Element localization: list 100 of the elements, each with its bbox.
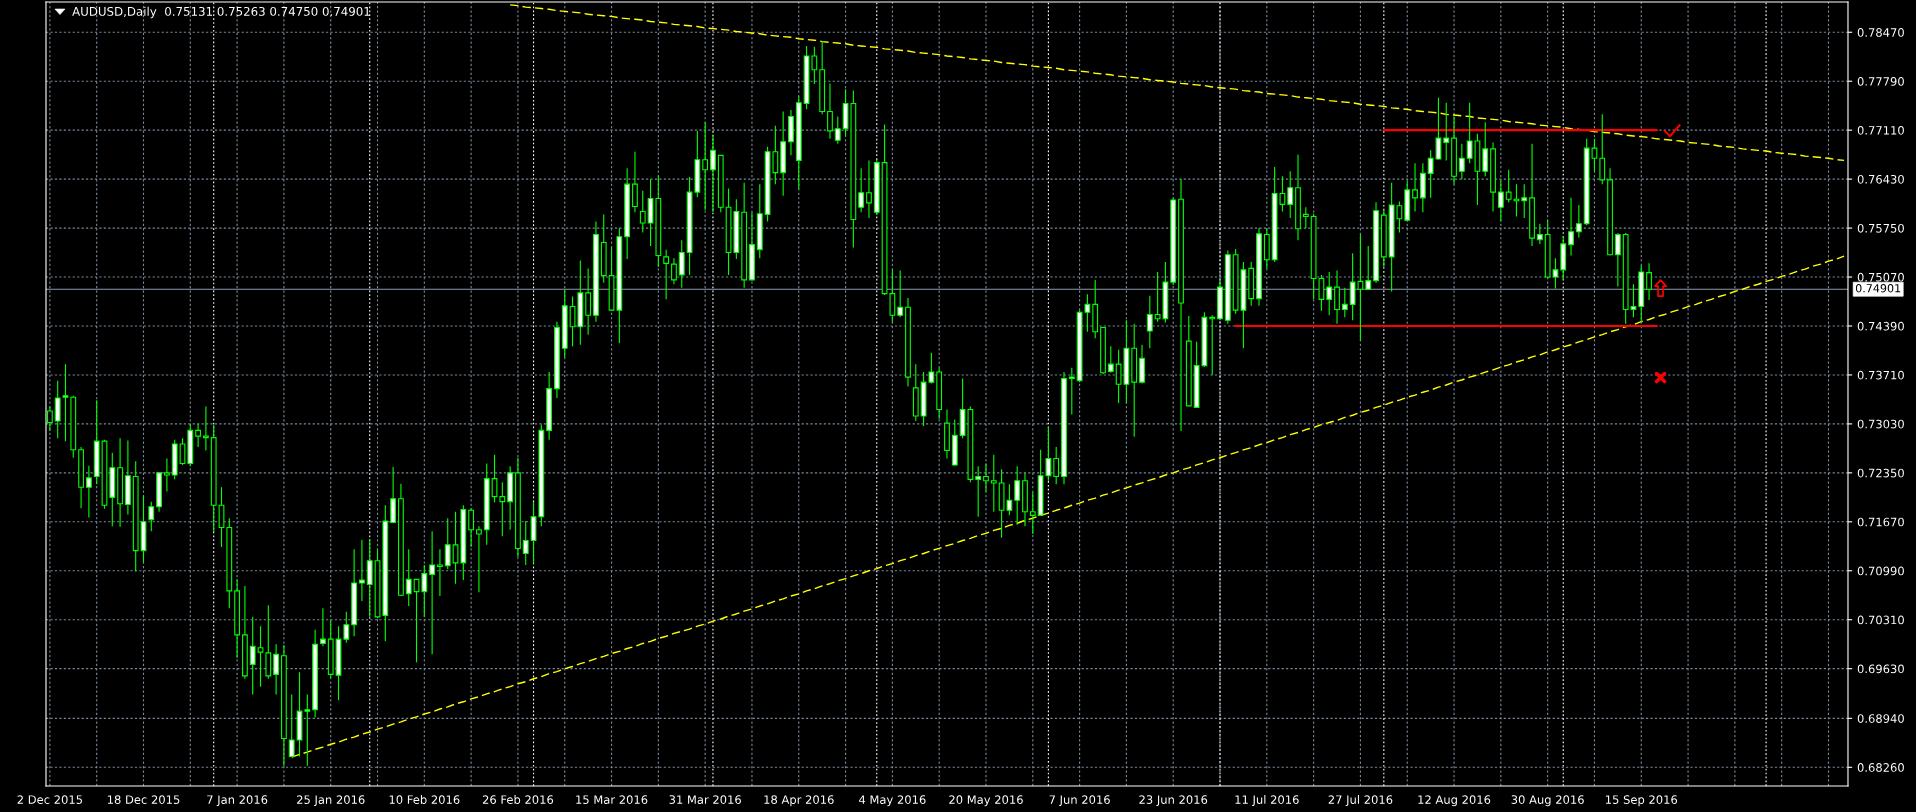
- x-tick-label: 20 May 2016: [949, 795, 1023, 807]
- candlestick: [795, 95, 802, 190]
- candlestick: [678, 239, 685, 289]
- candlestick: [164, 457, 170, 493]
- x-tick-label: 23 Jun 2016: [1139, 795, 1208, 807]
- y-tick-label: 0.70310: [1857, 615, 1904, 625]
- candlestick: [312, 629, 319, 719]
- candlestick: [1638, 264, 1645, 323]
- x-tick-label: 12 Aug 2016: [1418, 795, 1491, 807]
- candlestick: [210, 424, 217, 533]
- candlestick: [546, 371, 553, 441]
- candlestick: [1575, 204, 1582, 238]
- candlestick: [990, 454, 997, 513]
- candlestick: [741, 182, 748, 289]
- candlestick: [1490, 141, 1496, 213]
- y-tick-label: 0.78470: [1857, 28, 1904, 37]
- y-tick-label: 0.77790: [1857, 77, 1904, 86]
- candlestick: [1092, 279, 1099, 339]
- candlestick: [717, 154, 724, 213]
- candlestick: [46, 406, 53, 432]
- candlestick: [1412, 162, 1418, 213]
- candlestick: [515, 457, 521, 558]
- candlestick: [749, 211, 755, 282]
- x-tick-label: 4 May 2016: [859, 795, 926, 807]
- candlestick: [218, 486, 225, 548]
- x-tick-label: 27 Jul 2016: [1328, 795, 1393, 807]
- candlestick: [1263, 227, 1270, 269]
- candlestick: [1443, 102, 1450, 161]
- candlestick: [1178, 178, 1184, 432]
- candlestick: [1334, 270, 1340, 325]
- candlestick: [1131, 323, 1138, 438]
- candlestick: [788, 109, 794, 156]
- x-tick-label: 7 Jan 2016: [207, 795, 268, 807]
- candlestick: [1022, 472, 1028, 527]
- candlestick: [1302, 206, 1309, 229]
- candlestick: [1287, 170, 1294, 219]
- candlestick: [187, 423, 194, 467]
- candlestick: [140, 494, 147, 563]
- candlestick: [1053, 446, 1060, 485]
- y-tick-label: 0.69630: [1857, 664, 1904, 674]
- candlestick: [1014, 465, 1021, 526]
- candlestick: [1419, 162, 1426, 213]
- candlestick: [912, 363, 919, 422]
- y-tick-label: 0.72350: [1857, 468, 1904, 478]
- candlestick: [639, 190, 646, 233]
- candlestick: [468, 507, 475, 548]
- candlestick: [1607, 167, 1613, 256]
- candlestick: [561, 289, 568, 359]
- candlestick: [85, 465, 92, 519]
- candlestick: [1061, 371, 1067, 485]
- y-tick-label: 0.68260: [1857, 763, 1904, 772]
- y-tick-label: 0.70990: [1857, 566, 1904, 576]
- x-tick-label: 31 Mar 2016: [669, 795, 741, 804]
- x-tick-label: 26 Feb 2016: [482, 795, 554, 804]
- candlestick: [265, 604, 272, 680]
- candlestick: [390, 466, 397, 524]
- candlestick: [1224, 249, 1231, 325]
- y-tick-label: 0.76430: [1857, 174, 1904, 184]
- candlestick: [1646, 262, 1652, 301]
- candlestick: [905, 297, 911, 388]
- candlestick: [1170, 197, 1177, 286]
- candlestick: [327, 619, 334, 679]
- y-tick-label: 0.75070: [1857, 272, 1904, 282]
- candlestick: [156, 471, 162, 513]
- candlestick: [1373, 201, 1379, 284]
- candlestick: [1256, 227, 1262, 307]
- candlestick: [405, 548, 412, 607]
- candlestick: [320, 607, 326, 647]
- candlestick: [593, 221, 599, 323]
- candlestick: [866, 159, 872, 219]
- candlestick: [1100, 326, 1106, 375]
- candlestick: [226, 517, 233, 609]
- candlestick: [1209, 314, 1216, 376]
- candlestick: [780, 110, 787, 197]
- x-tick-label: 18 Dec 2015: [107, 795, 180, 804]
- candlestick: [124, 439, 131, 516]
- candlestick: [1365, 245, 1372, 291]
- candlestick: [93, 399, 100, 485]
- candlestick: [663, 249, 670, 300]
- candlestick: [1185, 315, 1192, 408]
- y-tick-label: 0.77110: [1857, 126, 1904, 135]
- y-tick-label: 0.68940: [1857, 714, 1904, 723]
- candlestick: [1536, 223, 1543, 245]
- x-tick-label: 11 Jul 2016: [1235, 795, 1299, 807]
- candlestick: [171, 439, 178, 480]
- x-tick-label: 25 Jan 2016: [297, 795, 365, 807]
- line-series: [291, 255, 1845, 758]
- candlestick: [288, 694, 295, 758]
- candlestick: [600, 213, 607, 284]
- candlestick: [1029, 491, 1036, 535]
- y-tick-label: 0.73030: [1857, 419, 1904, 429]
- candlestick: [944, 408, 950, 460]
- candlestick: [1458, 143, 1465, 180]
- candlestick: [756, 183, 763, 259]
- candlestick: [983, 462, 989, 493]
- candlestick: [234, 578, 241, 659]
- candlestick: [437, 548, 443, 597]
- candlestick: [975, 465, 982, 518]
- candlestick: [1380, 209, 1387, 268]
- x-tick-label: 18 Apr 2016: [764, 795, 834, 807]
